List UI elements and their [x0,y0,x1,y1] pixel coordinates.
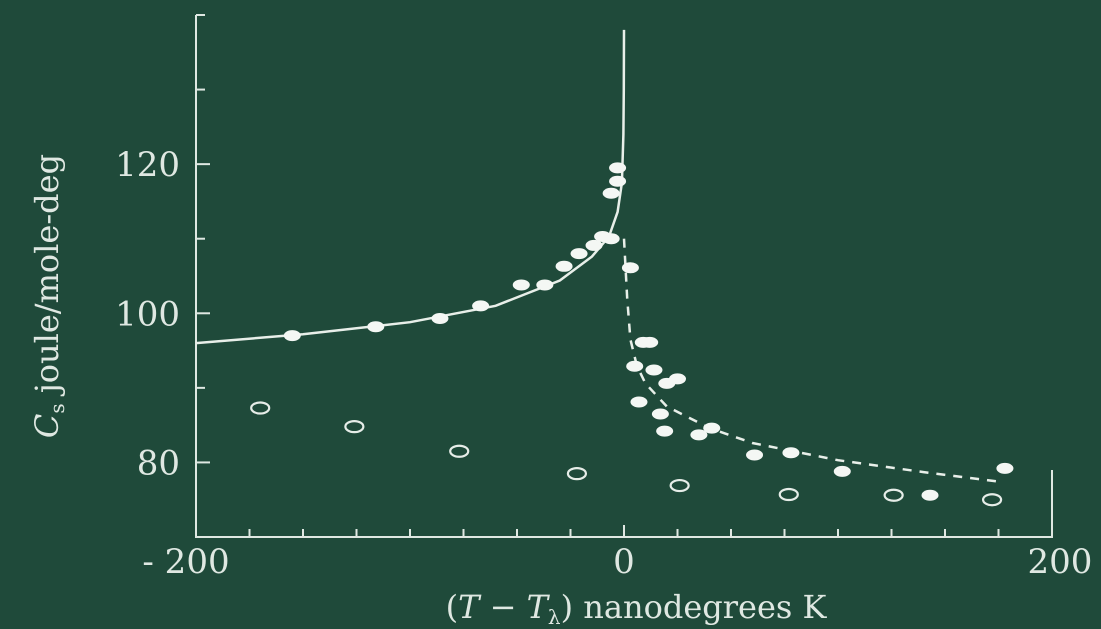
data-point-open [778,487,799,502]
data-point-filled [782,447,800,459]
y-axis-label: Cs joule/mole-deg [28,154,69,438]
data-point-filled [512,279,530,291]
data-point-filled [921,489,939,501]
x-tick-label: 200 [1028,542,1093,582]
x-tick-label: - 200 [142,542,229,582]
data-point-filled [570,248,588,260]
data-point-open [981,493,1003,507]
data-point-filled [472,300,490,312]
data-point-filled [609,162,627,174]
data-point-filled [602,187,620,199]
data-point-filled [746,449,764,461]
data-point-filled [283,330,301,342]
data-point-filled [367,321,385,333]
data-point-filled [602,233,620,245]
data-point-filled [641,336,659,348]
solid-fit-curve [195,29,626,345]
data-point-open [883,488,904,502]
data-point-filled [656,425,674,437]
data-point-filled [630,396,648,408]
data-point-filled [996,462,1014,474]
data-point-open [566,467,588,481]
data-point-filled [585,239,603,251]
data-point-filled [626,360,644,372]
data-point-filled [669,373,686,385]
y-tick-label: 120 [115,145,180,185]
data-point-open [344,420,365,434]
data-point-open [449,444,470,458]
data-point-filled [555,260,573,272]
axes: 80 100 120 - 200 0 200 [115,14,1093,582]
x-tick-label: 0 [613,542,635,582]
points [250,162,1014,507]
dashed-fit-curve [622,238,1001,484]
x-axis-label: (T − Tλ) nanodegrees K [446,588,828,629]
data-point-open [250,401,271,415]
y-tick-label: 100 [115,294,180,334]
data-point-filled [621,262,639,274]
data-point-filled [651,408,669,420]
data-point-filled [645,364,663,376]
data-point-filled [690,429,708,441]
y-tick-label: 80 [137,443,180,483]
data-point-filled [609,175,627,187]
data-point-open [669,478,690,493]
curves [195,29,1001,484]
data-point-filled [431,313,449,325]
data-point-filled [703,422,721,434]
data-point-filled [833,465,851,477]
data-point-filled [536,279,554,291]
